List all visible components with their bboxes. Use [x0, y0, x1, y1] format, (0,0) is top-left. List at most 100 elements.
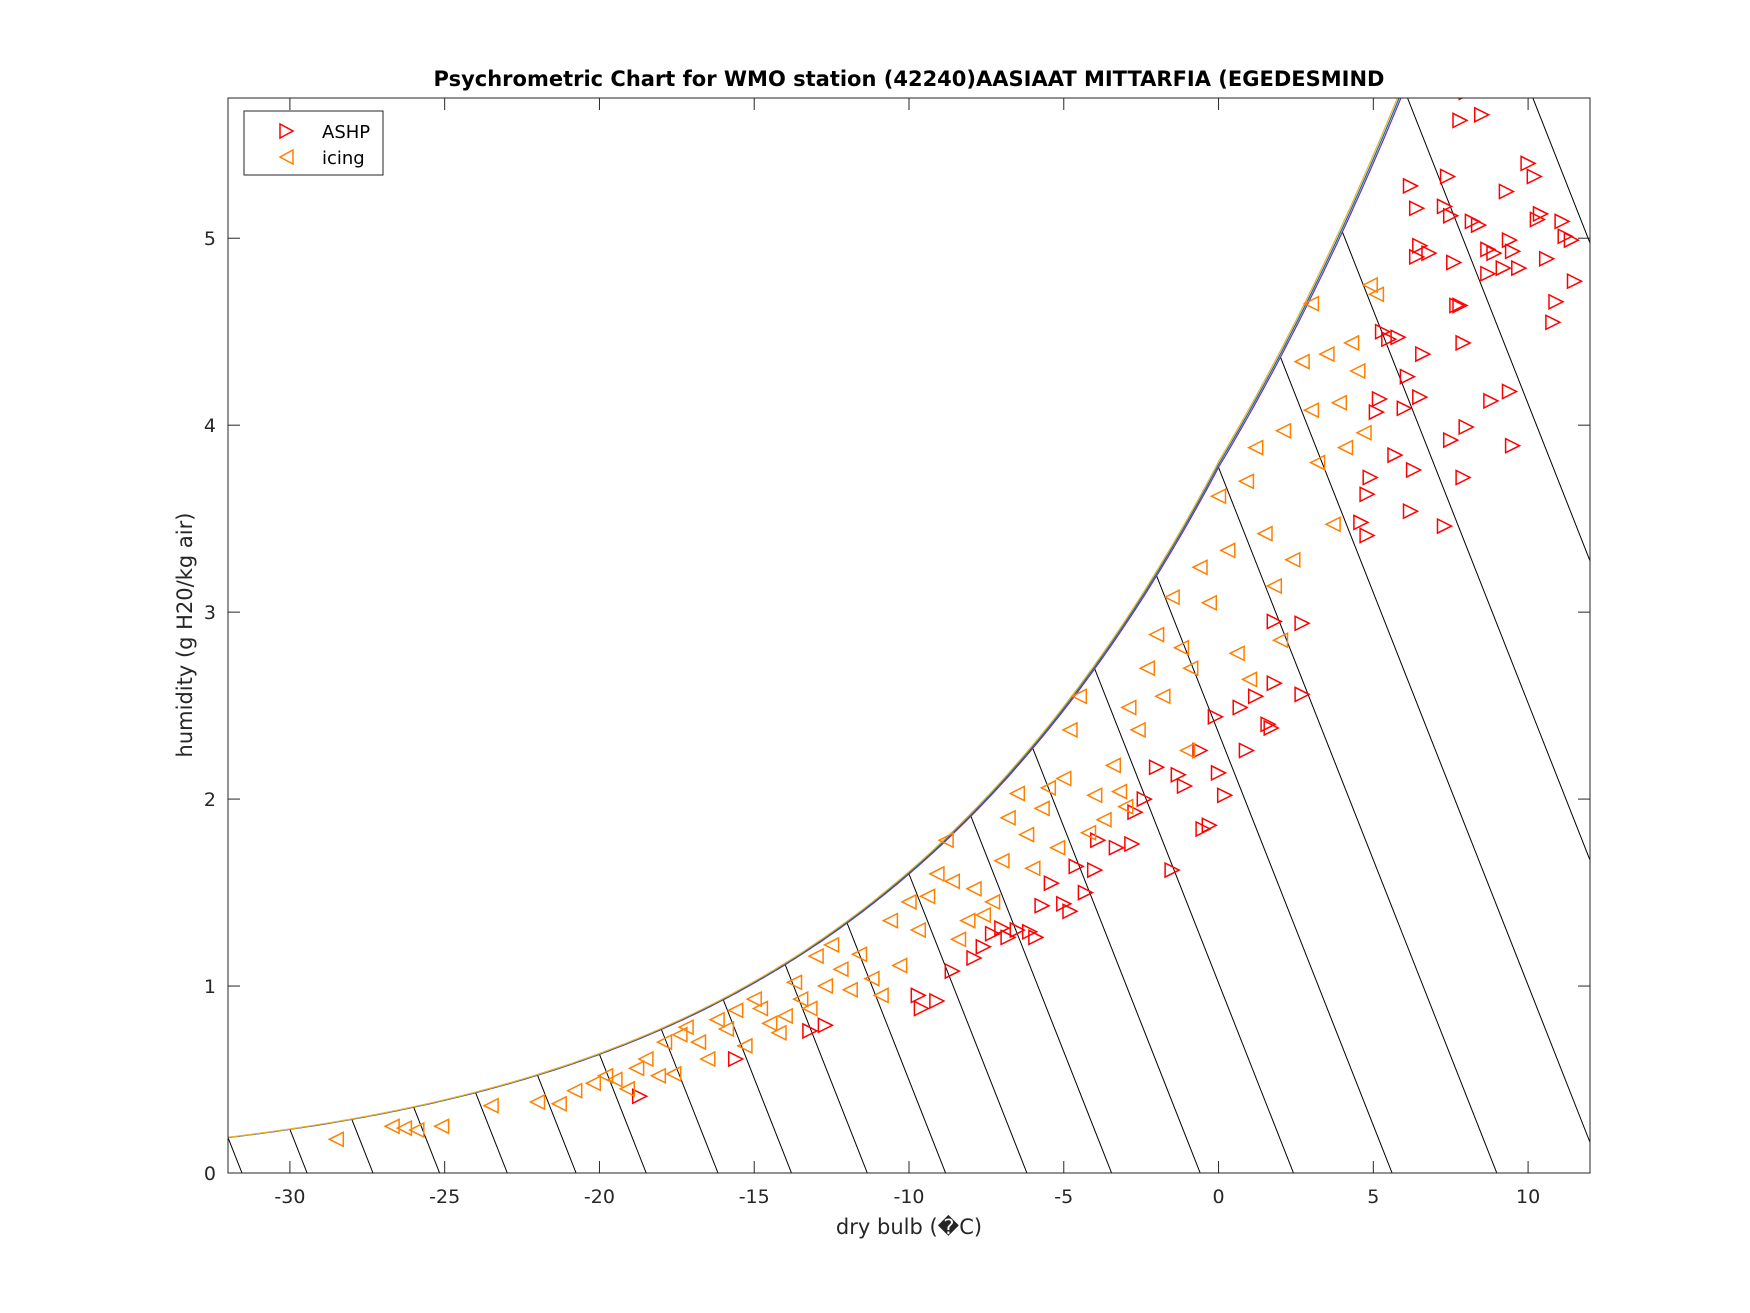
ashp-point-9	[975, 938, 992, 956]
plot-area	[228, 98, 1590, 1173]
icing-point-85	[1247, 439, 1264, 456]
icing-point-4	[432, 1118, 450, 1135]
x-axis: -30 -25 -20 -15 -10 -5 0 5 10	[274, 98, 1540, 1208]
ashp-point-42	[1263, 719, 1280, 737]
icing-point-43	[891, 957, 908, 974]
x-tick-label-1: -25	[429, 1186, 460, 1208]
y-axis: 0 1 2 3 4 5	[204, 228, 1590, 1185]
ashp-point-45	[1294, 615, 1311, 632]
wet-bulb-line-5	[475, 1092, 508, 1173]
legend-ashp-marker	[279, 122, 295, 140]
ashp-point-80	[1473, 106, 1491, 124]
icing-point-84	[1237, 473, 1255, 490]
ashp-point-98	[1566, 272, 1584, 290]
icing-point-60	[1033, 800, 1050, 817]
icing-point-69	[1104, 757, 1122, 774]
legend-icing-marker	[278, 148, 294, 166]
wet-bulb-line-11	[846, 922, 947, 1173]
icing-point-93	[1318, 345, 1335, 363]
icing-point-104	[1240, 671, 1258, 688]
icing-point-87	[1265, 577, 1283, 595]
ashp-point-50	[1362, 469, 1379, 486]
ashp-point-23	[1090, 831, 1107, 849]
ashp-point-19	[1062, 903, 1079, 920]
icing-point-105	[1178, 742, 1196, 759]
legend: ASHP icing	[243, 110, 384, 176]
icing-point-73	[1138, 659, 1156, 677]
ashp-point-99	[1483, 392, 1500, 410]
ashp-point-30	[1170, 766, 1187, 784]
icing-point-32	[792, 990, 809, 1008]
icing-point-34	[807, 947, 824, 965]
icing-point-21	[699, 1050, 716, 1068]
y-tick-label-3: 3	[204, 602, 216, 624]
icing-point-103	[1271, 631, 1289, 649]
icing-point-92	[1308, 454, 1326, 471]
ashp-point-16	[1034, 897, 1051, 914]
ashp-point-28	[1148, 759, 1166, 776]
wet-bulb-line-23	[1590, 0, 1750, 1173]
x-tick-label-3: -15	[739, 1186, 770, 1208]
icing-point-58	[1017, 826, 1035, 843]
icing-point-30	[776, 1007, 793, 1025]
ashp-point-44	[1266, 613, 1283, 630]
ashp-point-75	[1452, 112, 1469, 129]
icing-point-35	[816, 977, 834, 995]
wet-bulb-line-8	[660, 1029, 719, 1173]
icing-point-88	[1274, 422, 1292, 440]
icing-point-100	[1361, 276, 1378, 294]
wet-bulb-line-17	[1218, 467, 1498, 1173]
ashp-point-37	[1207, 708, 1225, 726]
ashp-point-90	[1529, 211, 1547, 228]
ashp-point-67	[1421, 244, 1438, 262]
x-tick-label-2: -20	[584, 1186, 615, 1208]
icing-point-72	[1129, 721, 1146, 739]
ashp-point-85	[1501, 231, 1519, 249]
ashp-point-21	[1077, 884, 1095, 901]
ashp-point-1	[727, 1050, 745, 1068]
icing-point-38	[841, 981, 858, 999]
chart-title: Psychrometric Chart for WMO station (422…	[434, 67, 1385, 91]
icing-point-65	[1070, 688, 1088, 705]
icing-point-77	[1172, 639, 1190, 656]
icing-point-3	[408, 1121, 425, 1139]
icing-point-16	[655, 1033, 673, 1051]
ashp-point-93	[1545, 314, 1562, 331]
ashp-point-32	[1192, 742, 1209, 759]
icing-point-64	[1061, 721, 1078, 739]
icing-point-51	[959, 912, 976, 929]
wet-bulb-line-0	[166, 1144, 177, 1173]
icing-point-82	[1219, 542, 1236, 559]
ashp-point-73	[1452, 297, 1469, 314]
ashp-point-60	[1405, 461, 1423, 479]
icing-point-10	[596, 1067, 614, 1085]
ashp-point-53	[1374, 323, 1392, 340]
ashp-point-34	[1201, 817, 1218, 834]
ashp-point-66	[1412, 237, 1429, 254]
icing-point-46	[918, 888, 936, 905]
ashp-point-78	[1470, 216, 1488, 234]
ashp-point-10	[984, 925, 1002, 942]
ashp-point-94	[1548, 293, 1565, 311]
wet-bulb-line-7	[599, 1054, 647, 1173]
data-markers	[327, 98, 1584, 1148]
icing-point-106	[1117, 798, 1134, 815]
icing-point-61	[1039, 779, 1057, 797]
ashp-point-13	[1009, 921, 1026, 939]
icing-point-62	[1048, 839, 1066, 856]
icing-point-86	[1256, 525, 1273, 542]
ashp-point-81	[1480, 265, 1497, 282]
x-tick-label-6: 0	[1212, 1186, 1224, 1208]
ashp-point-52	[1371, 390, 1389, 408]
ashp-point-40	[1247, 688, 1265, 705]
icing-point-78	[1182, 659, 1199, 677]
icing-point-0	[327, 1131, 345, 1148]
icing-point-53	[974, 906, 992, 924]
icing-point-94	[1324, 516, 1341, 533]
icing-point-59	[1024, 860, 1041, 877]
icing-point-9	[584, 1075, 602, 1092]
icing-point-102	[1302, 295, 1320, 312]
icing-point-17	[665, 1065, 682, 1083]
ashp-point-95	[1554, 213, 1571, 230]
